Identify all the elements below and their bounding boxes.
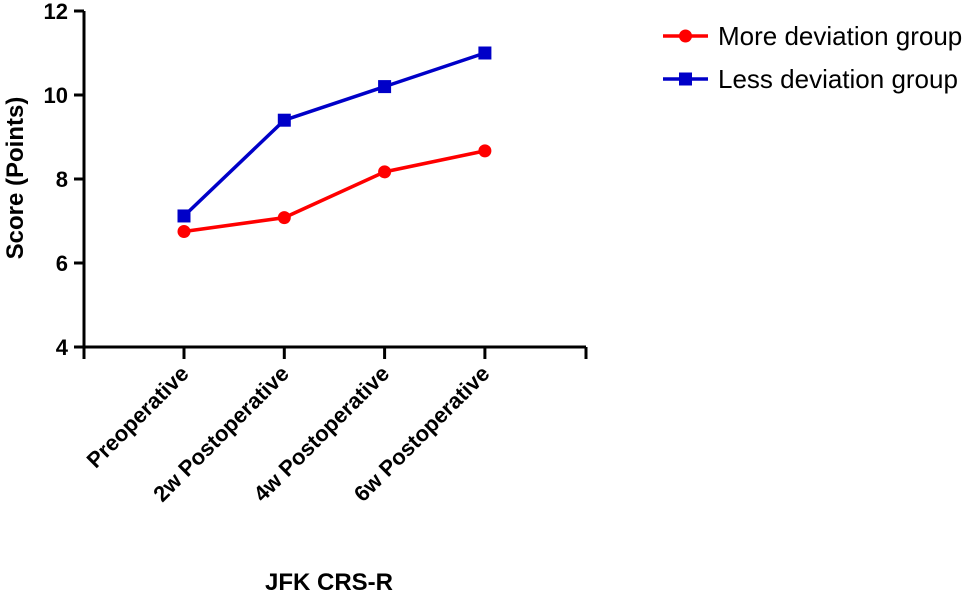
data-point-circle <box>478 144 492 158</box>
y-tick-label: 12 <box>44 0 68 24</box>
data-point-circle <box>378 165 392 179</box>
series-1 <box>177 46 492 223</box>
data-point-circle <box>177 225 191 238</box>
data-point-square <box>177 209 191 223</box>
y-tick-label: 4 <box>56 335 69 360</box>
series-0 <box>177 144 492 238</box>
y-tick-label: 10 <box>44 83 68 108</box>
y-tick-label: 8 <box>56 167 68 192</box>
series-layer <box>177 46 492 238</box>
data-point-square <box>378 80 392 94</box>
data-point-square <box>478 46 492 60</box>
x-axis-title: JFK CRS-R <box>265 569 393 594</box>
legend-item: Less deviation group <box>663 64 958 94</box>
legend-item: More deviation group <box>663 21 962 51</box>
data-point-circle <box>277 211 291 225</box>
data-point-square <box>277 113 291 127</box>
y-axis-title: Score (Points) <box>2 97 29 260</box>
x-tick-label: Preoperative <box>82 361 194 473</box>
y-tick-label: 6 <box>56 251 68 276</box>
legend: More deviation group Less deviation group <box>663 21 962 94</box>
legend-label: Less deviation group <box>718 64 958 94</box>
y-axis: 4 6 8 10 12 <box>44 0 86 360</box>
legend-label: More deviation group <box>718 21 962 51</box>
series-line <box>182 51 486 218</box>
legend-marker-square <box>679 72 692 86</box>
legend-marker-circle <box>679 29 692 43</box>
series-line <box>183 149 486 234</box>
